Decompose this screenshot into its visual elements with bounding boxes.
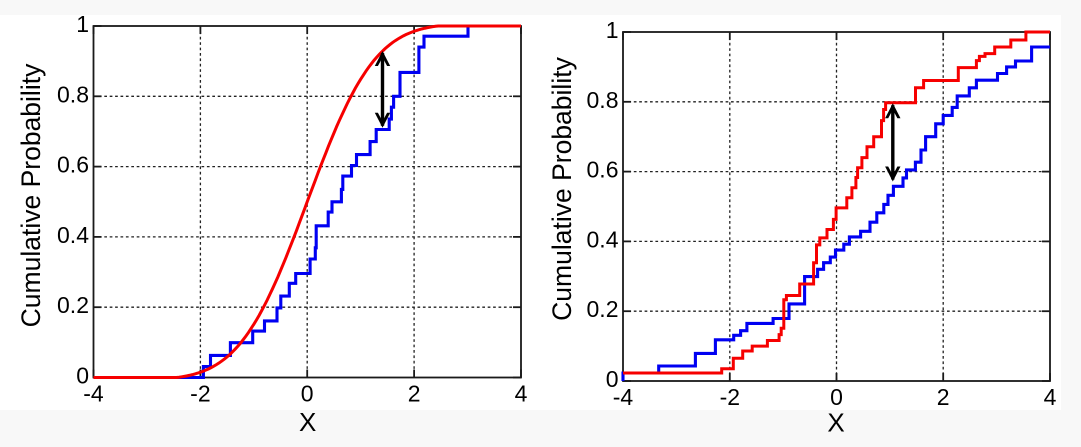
svg-text:0: 0: [76, 363, 89, 389]
svg-text:2: 2: [937, 384, 950, 410]
svg-text:1: 1: [76, 11, 89, 37]
svg-text:0.8: 0.8: [587, 87, 619, 113]
svg-text:1: 1: [606, 17, 619, 43]
svg-text:-2: -2: [190, 381, 210, 407]
svg-text:0.4: 0.4: [57, 222, 89, 248]
svg-text:-2: -2: [720, 384, 740, 410]
svg-text:-4: -4: [613, 384, 634, 410]
svg-text:0.2: 0.2: [57, 292, 89, 318]
svg-text:X: X: [827, 408, 844, 438]
svg-text:0: 0: [830, 384, 843, 410]
svg-text:-4: -4: [83, 381, 104, 407]
svg-text:0.2: 0.2: [587, 296, 619, 322]
svg-text:0.6: 0.6: [587, 157, 619, 183]
svg-text:4: 4: [1044, 384, 1057, 410]
svg-text:0.4: 0.4: [587, 226, 619, 252]
svg-text:0.8: 0.8: [57, 81, 89, 107]
svg-text:4: 4: [515, 381, 528, 407]
svg-text:Cumulative Probability: Cumulative Probability: [547, 56, 577, 320]
svg-text:2: 2: [408, 381, 421, 407]
svg-text:0: 0: [606, 366, 619, 392]
svg-text:0.6: 0.6: [57, 152, 89, 178]
svg-text:Cumulative Probability: Cumulative Probability: [16, 63, 46, 327]
svg-text:X: X: [299, 407, 316, 437]
svg-text:0: 0: [301, 381, 314, 407]
